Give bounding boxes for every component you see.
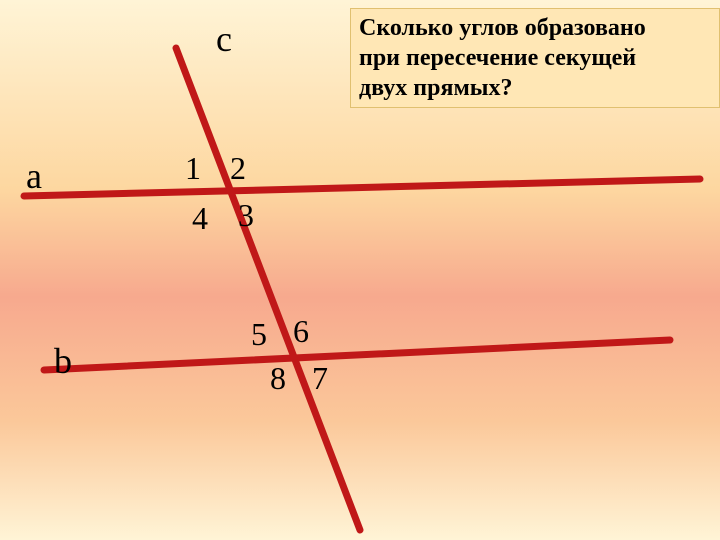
line-label-a: a: [26, 155, 42, 197]
angle-label-5: 5: [251, 316, 267, 353]
angle-label-2: 2: [230, 150, 246, 187]
line-label-b: b: [54, 340, 72, 382]
line-a: [24, 179, 700, 196]
angle-label-4: 4: [192, 200, 208, 237]
angle-label-8: 8: [270, 360, 286, 397]
question-line-3: двух прямых?: [359, 75, 513, 101]
angle-label-1: 1: [185, 150, 201, 187]
angle-label-7: 7: [312, 360, 328, 397]
angle-label-6: 6: [293, 313, 309, 350]
line-label-c: c: [216, 18, 232, 60]
question-line-1: Сколько углов образовано: [359, 15, 646, 41]
line-c: [176, 48, 360, 530]
line-b: [44, 340, 670, 370]
question-box: Сколько углов образовано при пересечение…: [350, 8, 720, 108]
angle-label-3: 3: [238, 197, 254, 234]
diagram-canvas: Сколько углов образовано при пересечение…: [0, 0, 720, 540]
question-line-2: при пересечение секущей: [359, 45, 636, 71]
